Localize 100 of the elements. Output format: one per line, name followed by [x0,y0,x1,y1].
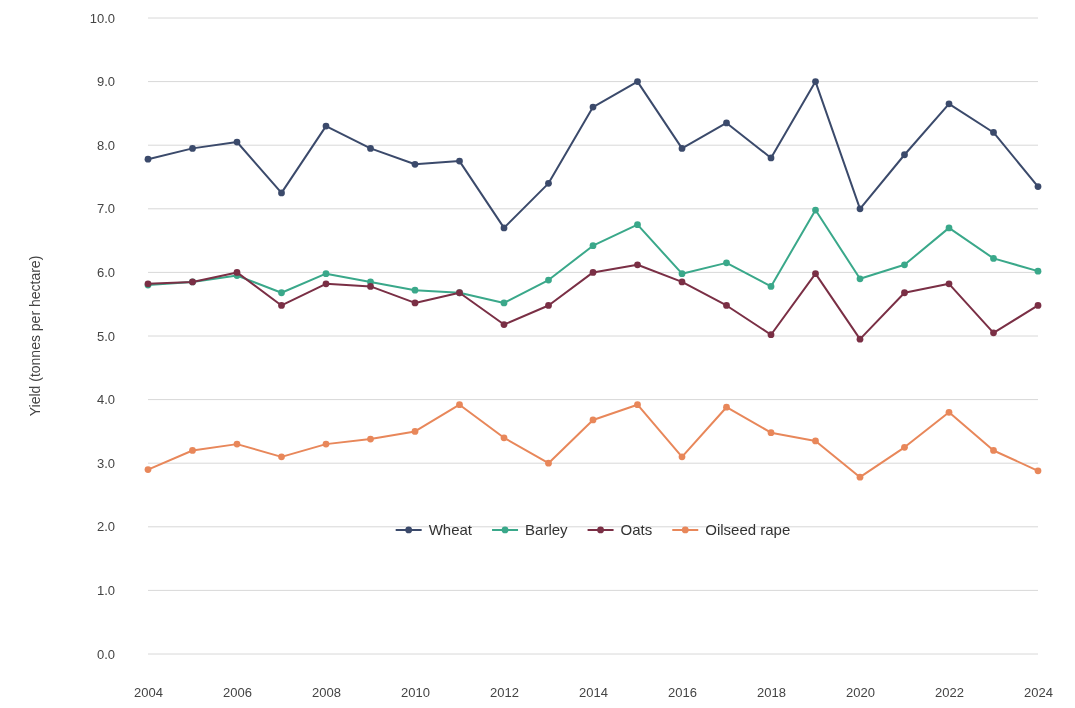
x-tick-label: 2010 [401,685,430,701]
point [322,270,330,278]
point [945,100,953,108]
point [1034,302,1042,309]
point [278,289,285,297]
y-tick-label: 8.0 [96,137,115,153]
point [856,335,864,343]
y-tick-label: 9.0 [96,74,115,90]
legend-label: Wheat [428,521,473,539]
point [723,302,730,309]
point [901,289,908,297]
point [945,408,953,416]
point [945,224,953,232]
y-tick-label: 3.0 [96,455,115,471]
point [767,331,775,339]
point [723,259,730,267]
point [945,280,953,288]
point [545,459,552,467]
point [901,151,908,159]
x-tick-label: 2018 [757,685,786,701]
point [990,447,997,454]
x-tick-label: 2012 [490,685,519,701]
y-tick-label: 7.0 [96,201,115,217]
point [500,299,508,307]
point [322,440,330,448]
y-tick-label: 10.0 [89,10,115,26]
point [189,145,196,152]
point [1034,183,1042,190]
point [634,261,641,269]
point [500,224,508,232]
y-tick-label: 4.0 [96,392,115,408]
point [589,103,597,111]
point [634,221,641,229]
point [678,270,686,278]
point [545,179,552,187]
point [678,453,686,461]
point [767,429,775,437]
point [144,155,152,163]
point [812,270,819,278]
x-tick-label: 2014 [579,685,608,701]
x-tick-label: 2008 [312,685,341,701]
point [367,145,374,152]
x-tick-label: 2024 [1024,685,1053,701]
point [812,206,819,214]
point [856,275,864,283]
legend-label: Oats [620,521,653,539]
point [812,437,819,445]
point [990,129,997,136]
point [901,261,908,269]
point [456,401,463,409]
x-tick-label: 2020 [846,685,875,701]
point [812,78,819,85]
point [367,435,374,443]
y-tick-label: 0.0 [96,646,115,662]
point [856,205,864,213]
point [767,283,775,290]
point [990,255,997,262]
y-axis-title: Yield (tonnes per hectare) [27,255,43,417]
point [990,329,997,337]
x-tick-label: 2004 [134,685,163,701]
point [723,119,730,127]
point [367,283,374,290]
legend-label: Barley [525,521,569,539]
point [678,278,686,286]
point [589,269,597,276]
point [901,443,908,451]
y-tick-label: 6.0 [96,265,115,281]
point [634,78,641,85]
point [278,453,285,461]
x-tick-label: 2016 [668,685,697,701]
x-tick-label: 2022 [935,685,964,701]
y-tick-label: 2.0 [96,519,115,535]
y-tick-label: 5.0 [96,328,115,344]
point [589,416,597,424]
point [545,276,552,284]
point [1034,267,1042,275]
legend-label: Oilseed rape [705,521,791,539]
point [634,401,641,409]
point [189,447,196,454]
point [411,286,419,294]
point [322,280,330,288]
point [500,321,508,328]
point [322,122,330,130]
point [144,466,152,473]
point [767,154,775,162]
point [678,145,686,152]
point [233,440,241,448]
point [233,138,241,146]
point [278,189,285,197]
point [500,434,508,442]
point [723,403,730,411]
point [545,302,552,309]
y-tick-label: 1.0 [96,583,115,599]
point [411,299,419,307]
point [456,157,463,165]
point [411,160,419,168]
x-tick-label: 2006 [223,685,252,701]
point [1034,467,1042,475]
point [278,302,285,309]
point [589,242,597,250]
